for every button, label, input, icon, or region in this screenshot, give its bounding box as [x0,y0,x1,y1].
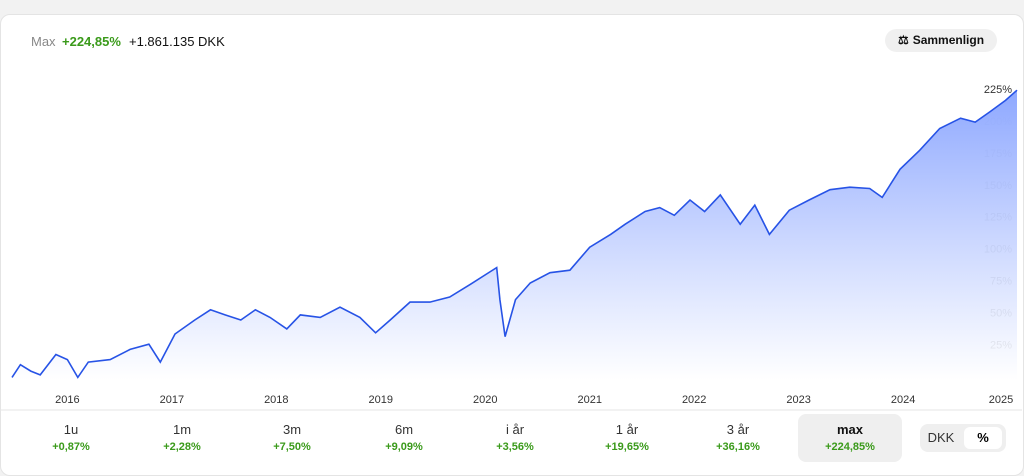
period-button[interactable]: 3m +7,50% [240,414,344,462]
x-tick-label: 2023 [786,394,810,406]
period-change: +0,87% [52,441,90,453]
period-button[interactable]: 3 år +36,16% [686,414,790,462]
compare-label: Sammenlign [912,33,985,47]
period-button[interactable]: 1u +0,87% [19,414,123,462]
toggle-option[interactable]: DKK [927,430,955,445]
currency-toggle: DKK% [920,424,1006,452]
period-change: +36,16% [716,441,760,453]
period-label: max [836,422,864,437]
range-label: Max [31,34,56,49]
period-button[interactable]: i år +3,56% [463,414,567,462]
change-pct: +224,85% [62,34,121,49]
x-tick-label: 2024 [891,394,915,406]
area [12,90,1017,380]
period-label: i år [505,422,525,437]
period-button[interactable]: 1m +2,28% [130,414,234,462]
x-tick-label: 2016 [55,394,79,406]
line [11,89,1018,379]
change-abs: +1.861.135 DKK [129,34,225,49]
x-tick-label: 2019 [369,394,393,406]
period-label: 1 år [615,422,639,437]
period-change: +224,85% [825,441,875,453]
period-button[interactable]: 6m +9,09% [352,414,456,462]
toggle-option[interactable]: % [964,427,1002,449]
period-label: 1m [172,422,192,437]
x-tick-label: 2020 [473,394,497,406]
period-change: +19,65% [605,441,649,453]
period-button[interactable]: 1 år +19,65% [575,414,679,462]
x-tick-label: 2018 [264,394,288,406]
period-change: +3,56% [496,441,534,453]
period-label: 1u [63,422,79,437]
period-label: 6m [394,422,414,437]
period-button[interactable]: max +224,85% [798,414,902,462]
x-tick-label: 2025 [989,394,1013,406]
period-label: 3 år [726,422,750,437]
x-tick-label: 2017 [160,394,184,406]
x-tick-label: 2021 [577,394,601,406]
period-change: +7,50% [273,441,311,453]
y-tick-label: 225% [984,84,1012,96]
period-change: +9,09% [385,441,423,453]
compare-button[interactable]: ⚖ Sammenlign [885,29,997,52]
period-label: 3m [282,422,302,437]
period-change: +2,28% [163,441,201,453]
x-tick-label: 2022 [682,394,706,406]
